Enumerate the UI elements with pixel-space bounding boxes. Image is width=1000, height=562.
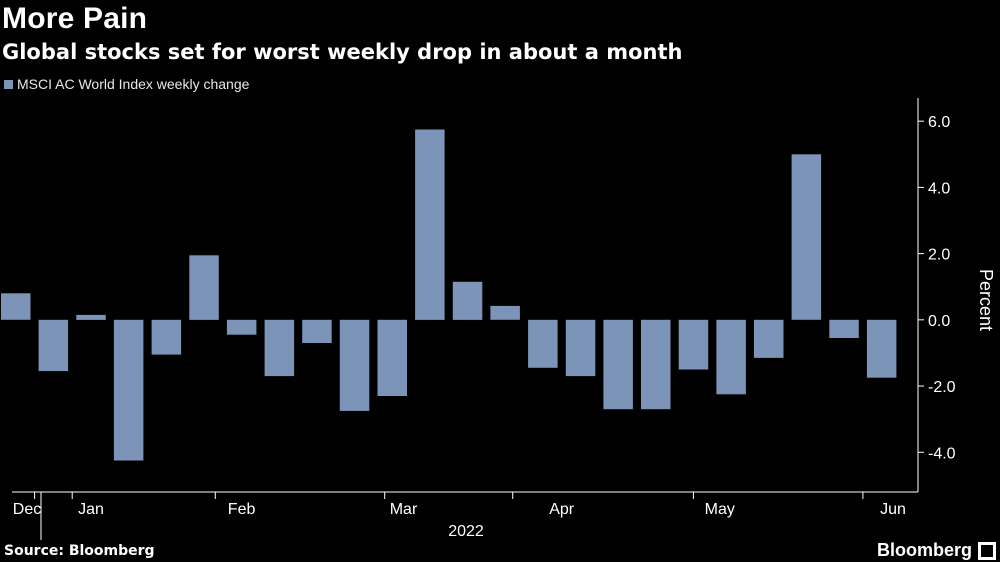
bar-week-10	[339, 319, 370, 411]
bar-week-4	[113, 319, 144, 461]
bar-week-22	[791, 154, 822, 320]
chart-title: More Pain	[2, 2, 148, 35]
bar-week-18	[641, 319, 671, 410]
bar-week-7	[226, 319, 257, 335]
x-tick-label-dec: Dec	[13, 501, 41, 518]
bar-week-17	[603, 319, 633, 410]
legend-label: MSCI AC World Index weekly change	[17, 76, 250, 92]
legend-swatch	[4, 79, 13, 89]
x-tick-label-jun: Jun	[880, 501, 906, 518]
y-tick-label: 4.0	[928, 180, 950, 197]
bar-week-16	[565, 319, 596, 377]
brand-logo: Bloomberg	[877, 540, 996, 561]
bar-week-12	[415, 129, 445, 320]
x-tick-label-jan: Jan	[78, 501, 104, 518]
bar-week-11	[377, 319, 407, 396]
y-axis-title: Percent	[976, 269, 996, 331]
chart-subtitle: Global stocks set for worst weekly drop …	[2, 40, 683, 64]
y-tick-label: 0.0	[928, 313, 950, 330]
y-tick-label: 6.0	[928, 114, 950, 131]
bar-week-13	[452, 281, 483, 320]
bar-week-20	[716, 319, 746, 395]
bar-week-2	[38, 319, 69, 372]
legend: MSCI AC World Index weekly change	[4, 76, 249, 92]
y-tick-label: -2.0	[928, 379, 956, 396]
x-year-label: 2022	[448, 523, 484, 540]
x-tick-label-feb: Feb	[228, 501, 256, 518]
bar-week-15	[528, 319, 558, 368]
x-tick-label-may: May	[705, 501, 735, 518]
bar-week-14	[490, 305, 520, 320]
bar-week-6	[189, 255, 219, 320]
bar-week-8	[264, 319, 295, 377]
x-tick-label-apr: Apr	[549, 501, 575, 518]
bar-week-5	[151, 319, 182, 355]
y-tick-label: -4.0	[928, 445, 956, 462]
source-note: Source: Bloomberg	[4, 543, 155, 559]
bar-week-9	[302, 319, 332, 343]
x-tick-label-mar: Mar	[390, 501, 418, 518]
brand-mark-icon	[978, 541, 996, 560]
bar-week-23	[829, 319, 859, 338]
y-tick-label: 2.0	[928, 247, 950, 264]
bar-week-24	[866, 319, 897, 378]
bar-week-19	[678, 319, 709, 370]
bar-week-3	[76, 314, 106, 320]
brand-name: Bloomberg	[876, 540, 972, 560]
bar-week-1	[1, 293, 31, 320]
bar-week-21	[754, 319, 784, 358]
